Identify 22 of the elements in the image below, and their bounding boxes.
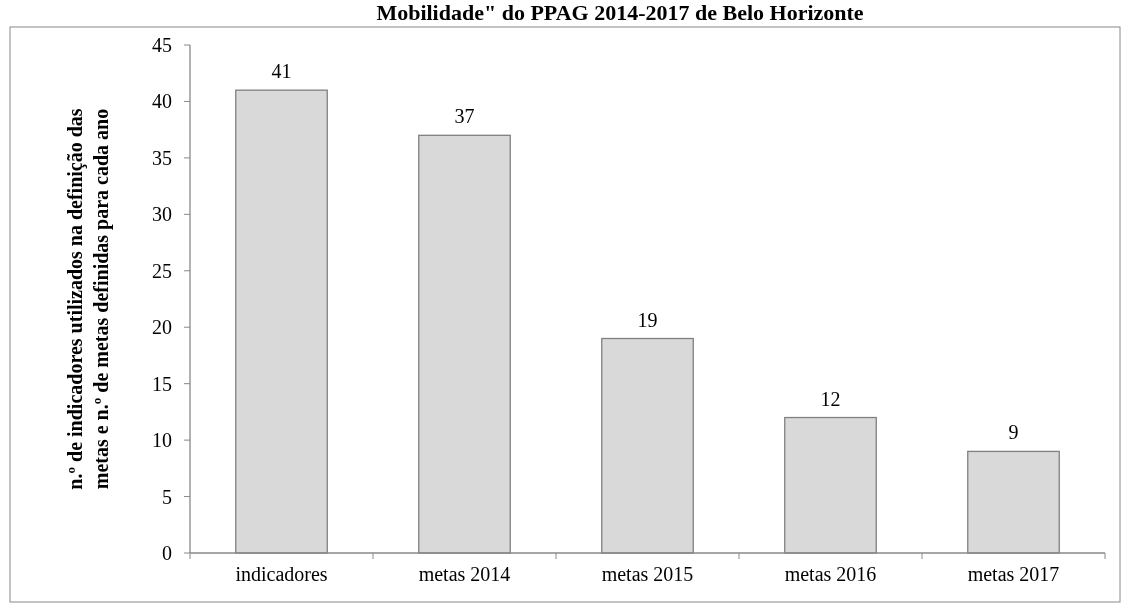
y-tick-label: 15 xyxy=(152,372,172,395)
y-tick-label: 40 xyxy=(152,90,172,113)
y-axis-title: n.º de indicadores utilizados na definição das metas e n.º de metas definidas para cada ano xyxy=(64,108,113,490)
y-tick-label: 5 xyxy=(162,485,172,508)
y-tick-label: 0 xyxy=(162,542,172,564)
data-label: 19 xyxy=(637,308,658,331)
data-label: 41 xyxy=(271,60,292,83)
x-tick-label: metas 2015 xyxy=(601,563,694,585)
chart-title: Mobilidade" do PPAG 2014-2017 de Belo Horizonte xyxy=(376,0,864,25)
x-tick-label: indicadores xyxy=(235,563,328,585)
data-label: 12 xyxy=(820,387,841,410)
y-tick-label: 30 xyxy=(152,203,172,226)
data-label: 37 xyxy=(454,105,475,128)
x-tick-label: metas 2017 xyxy=(967,563,1060,585)
y-tick-label: 45 xyxy=(152,34,172,56)
data-label: 9 xyxy=(1008,421,1019,444)
y-tick-label: 20 xyxy=(152,316,172,339)
y-tick-label: 25 xyxy=(152,259,172,282)
y-tick-label: 35 xyxy=(152,146,172,169)
x-tick-label: metas 2016 xyxy=(784,563,877,585)
x-tick-label: metas 2014 xyxy=(418,563,511,585)
y-tick-label: 10 xyxy=(152,429,172,452)
